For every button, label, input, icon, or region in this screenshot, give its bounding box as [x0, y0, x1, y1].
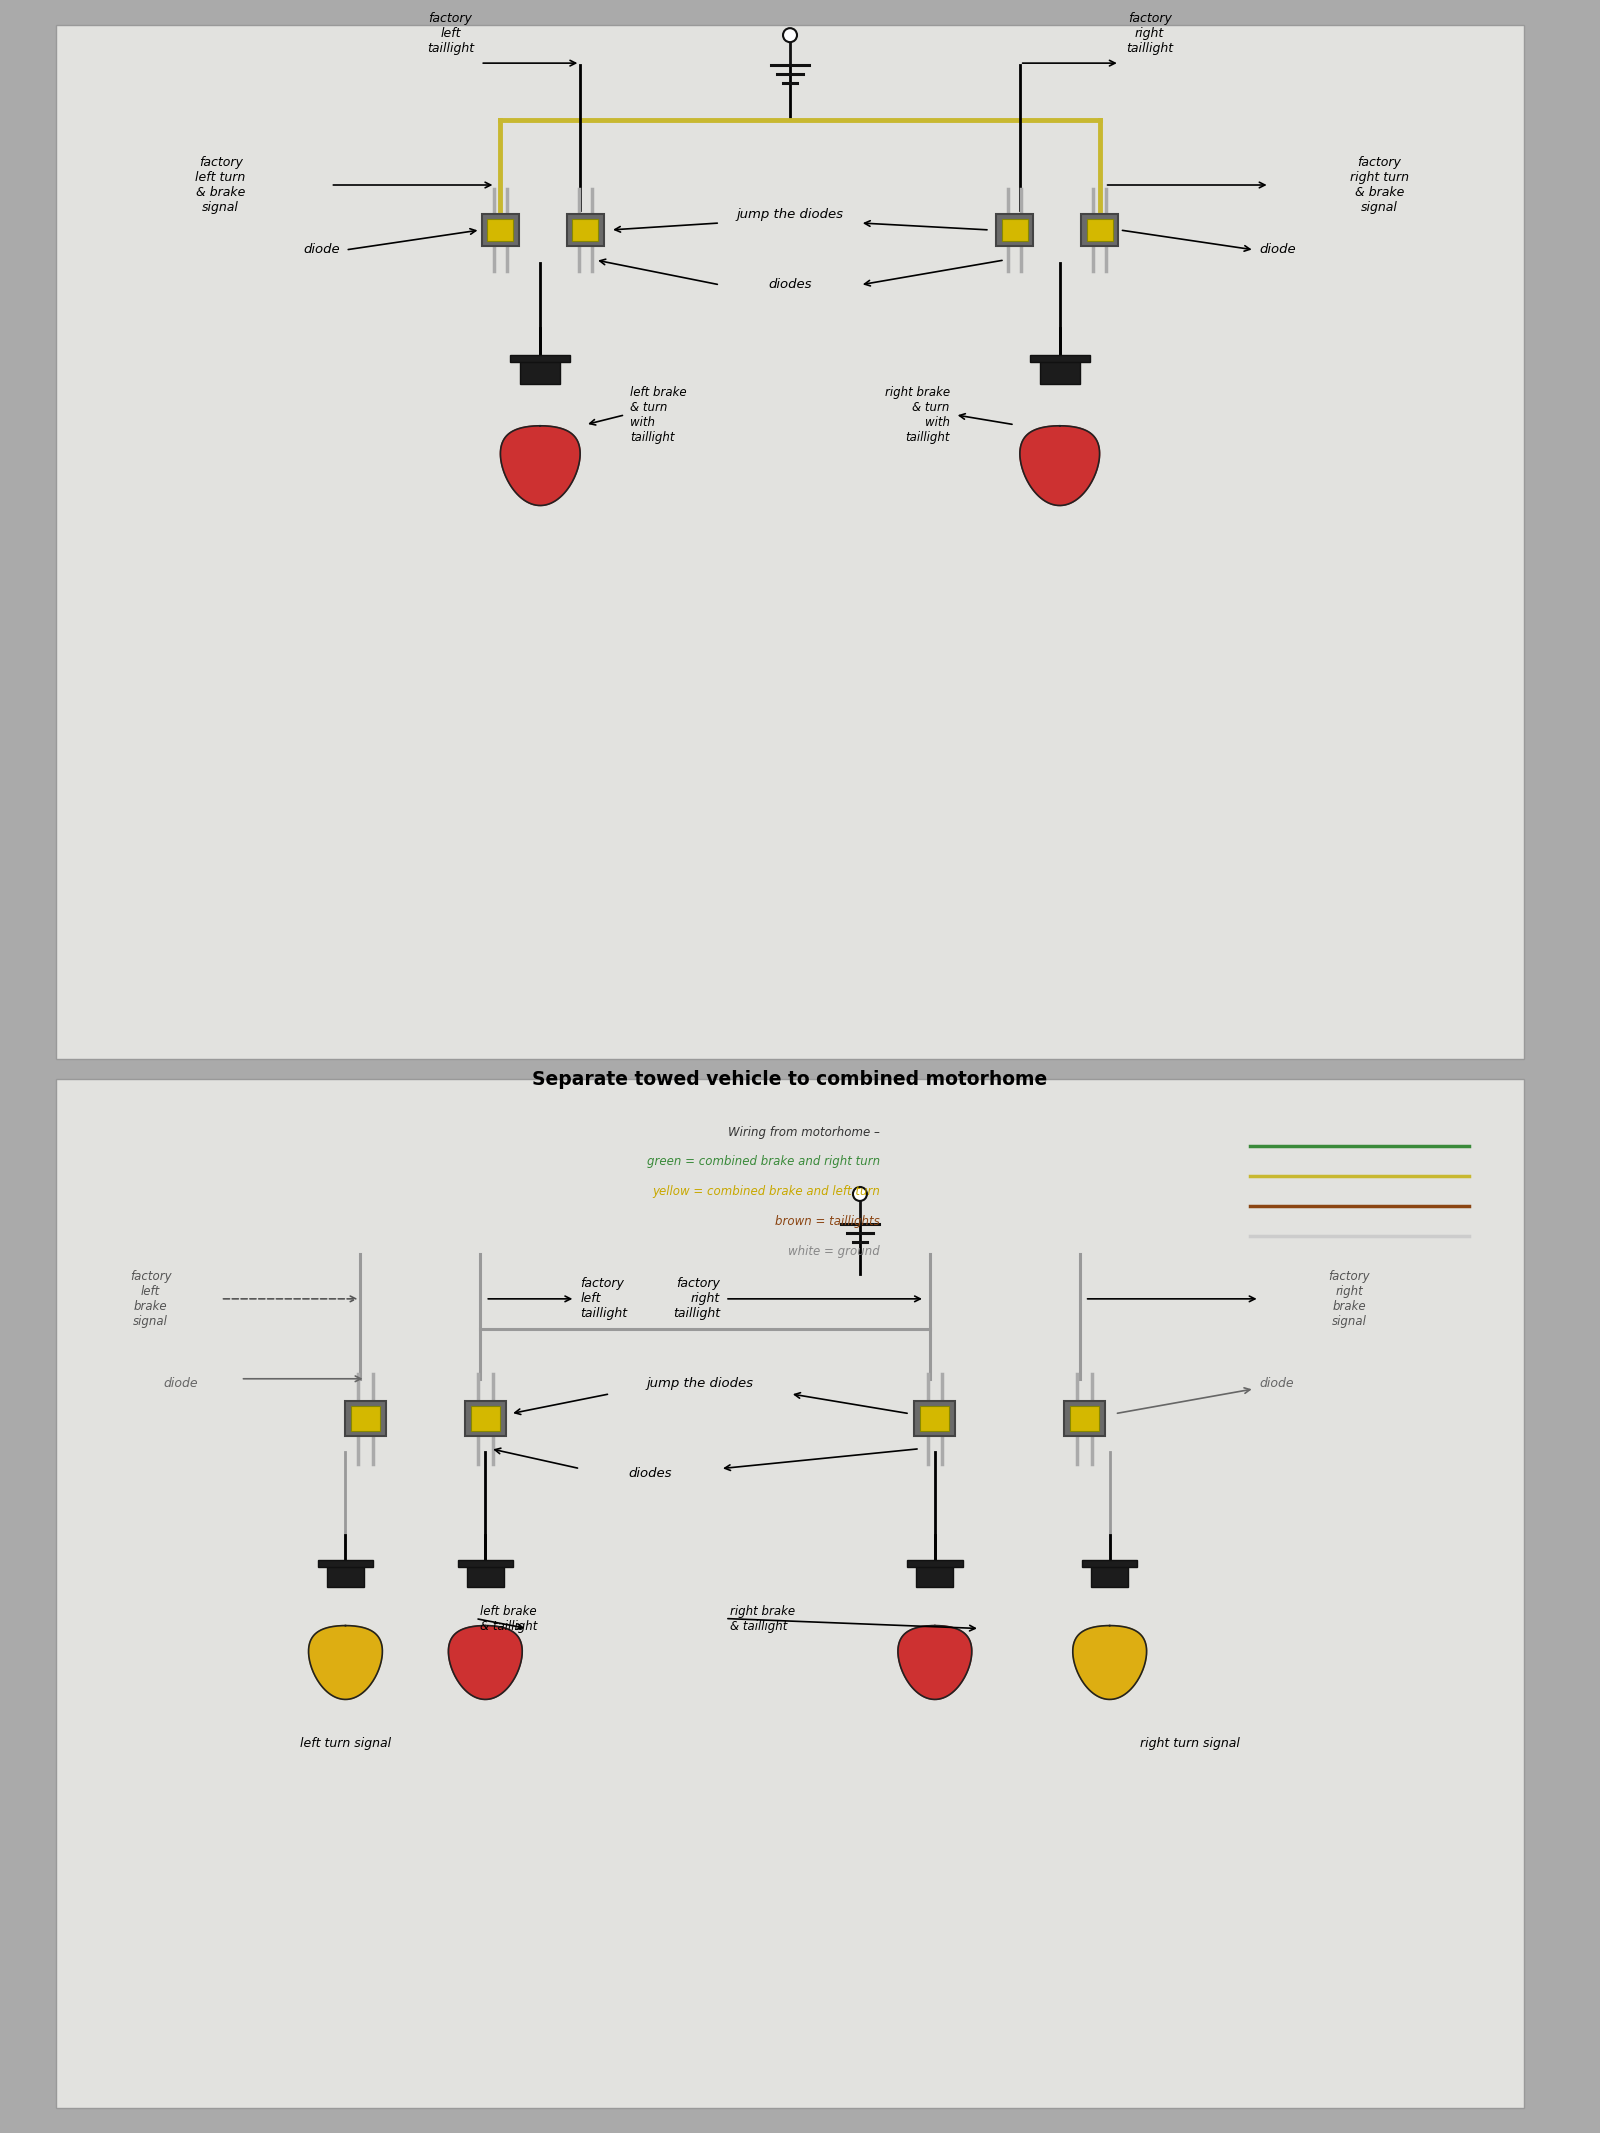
Text: right turn signal: right turn signal [1139, 1736, 1240, 1749]
Text: yellow = combined brake and left turn: yellow = combined brake and left turn [653, 1186, 880, 1199]
Text: diode: diode [163, 1378, 198, 1391]
Text: diodes: diodes [768, 279, 811, 292]
Text: jump the diodes: jump the diodes [646, 1378, 754, 1391]
Text: left brake
& turn
with
taillight: left brake & turn with taillight [630, 386, 686, 444]
FancyBboxPatch shape [1082, 213, 1118, 245]
Polygon shape [1019, 427, 1099, 506]
FancyBboxPatch shape [326, 1566, 363, 1587]
Text: white = ground: white = ground [789, 1246, 880, 1258]
Text: factory
left
taillight: factory left taillight [581, 1278, 627, 1320]
Text: factory
right turn
& brake
signal: factory right turn & brake signal [1350, 156, 1410, 213]
FancyBboxPatch shape [997, 213, 1034, 245]
Text: factory
right
taillight: factory right taillight [1126, 13, 1173, 55]
FancyBboxPatch shape [1040, 360, 1080, 384]
Text: left brake
& taillight: left brake & taillight [480, 1604, 538, 1632]
Text: factory
left
brake
signal: factory left brake signal [130, 1269, 171, 1329]
Text: right brake
& turn
with
taillight: right brake & turn with taillight [885, 386, 950, 444]
FancyBboxPatch shape [1002, 220, 1027, 241]
Polygon shape [1072, 1625, 1147, 1700]
FancyBboxPatch shape [56, 26, 1525, 1060]
Circle shape [782, 28, 797, 43]
FancyBboxPatch shape [458, 1561, 514, 1566]
Text: factory
right
brake
signal: factory right brake signal [1328, 1269, 1370, 1329]
Text: factory
right
taillight: factory right taillight [674, 1278, 720, 1320]
FancyBboxPatch shape [1070, 1406, 1099, 1431]
FancyBboxPatch shape [1091, 1566, 1128, 1587]
FancyBboxPatch shape [1064, 1401, 1106, 1436]
Text: Separate towed vehicle to combined motorhome: Separate towed vehicle to combined motor… [533, 1069, 1048, 1088]
Text: right brake
& taillight: right brake & taillight [730, 1604, 795, 1632]
Text: diode: diode [1259, 243, 1296, 256]
FancyBboxPatch shape [56, 1079, 1525, 2107]
FancyBboxPatch shape [573, 220, 598, 241]
FancyBboxPatch shape [1082, 1561, 1138, 1566]
FancyBboxPatch shape [920, 1406, 949, 1431]
Text: factory
left
taillight: factory left taillight [427, 13, 474, 55]
Polygon shape [309, 1625, 382, 1700]
FancyBboxPatch shape [917, 1566, 954, 1587]
FancyBboxPatch shape [907, 1561, 963, 1566]
FancyBboxPatch shape [482, 213, 518, 245]
FancyBboxPatch shape [464, 1401, 506, 1436]
FancyBboxPatch shape [1086, 220, 1114, 241]
Polygon shape [448, 1625, 522, 1700]
FancyBboxPatch shape [520, 360, 560, 384]
Text: jump the diodes: jump the diodes [736, 209, 843, 222]
Text: diodes: diodes [629, 1468, 672, 1480]
Text: green = combined brake and right turn: green = combined brake and right turn [646, 1156, 880, 1169]
FancyBboxPatch shape [914, 1401, 955, 1436]
Text: diode: diode [304, 243, 341, 256]
FancyBboxPatch shape [350, 1406, 379, 1431]
FancyBboxPatch shape [470, 1406, 499, 1431]
Circle shape [853, 1186, 867, 1201]
FancyBboxPatch shape [486, 220, 514, 241]
Polygon shape [501, 427, 581, 506]
FancyBboxPatch shape [467, 1566, 504, 1587]
FancyBboxPatch shape [566, 213, 603, 245]
Text: factory
left turn
& brake
signal: factory left turn & brake signal [195, 156, 246, 213]
FancyBboxPatch shape [318, 1561, 373, 1566]
FancyBboxPatch shape [346, 1401, 386, 1436]
Text: Wiring from motorhome –: Wiring from motorhome – [728, 1126, 880, 1139]
Text: diode: diode [1259, 1378, 1294, 1391]
FancyBboxPatch shape [510, 356, 570, 363]
Text: left turn signal: left turn signal [299, 1736, 390, 1749]
Text: brown = taillights: brown = taillights [774, 1216, 880, 1229]
Polygon shape [898, 1625, 971, 1700]
FancyBboxPatch shape [1030, 356, 1090, 363]
